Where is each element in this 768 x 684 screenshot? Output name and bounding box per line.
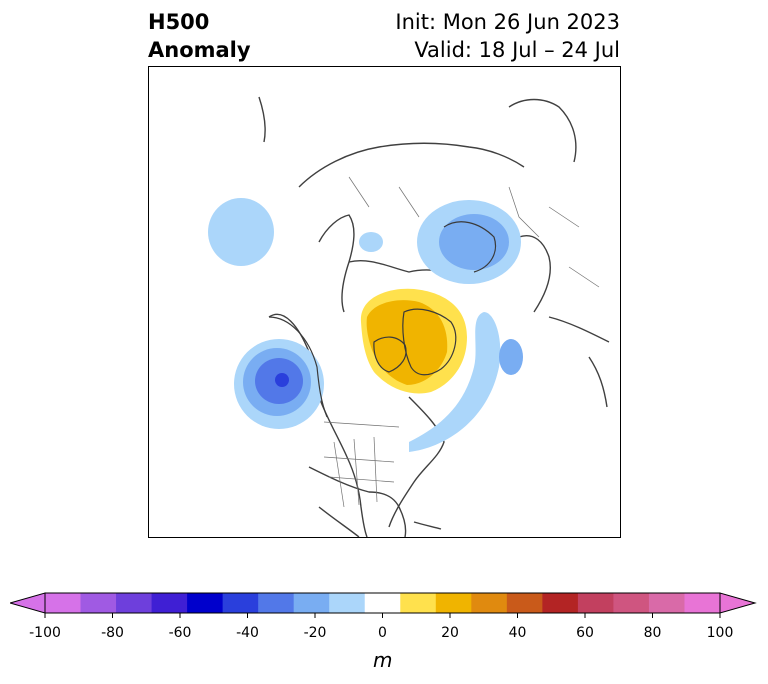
colorbar-cell — [364, 593, 401, 613]
colorbar-cell — [116, 593, 153, 613]
anomaly-contours — [208, 198, 523, 452]
colorbar-cell — [151, 593, 188, 613]
colorbar-cell — [648, 593, 685, 613]
colorbar-cells — [45, 593, 721, 613]
negative-anomaly-siberia-inner — [439, 214, 509, 270]
colorbar-tick-label: 100 — [706, 625, 734, 641]
map-canvas — [208, 96, 610, 537]
colorbar-cell — [222, 593, 259, 613]
colorbar-cell — [542, 593, 579, 613]
valid-range: Valid: 18 Jul – 24 Jul — [414, 38, 620, 62]
colorbar-cell — [80, 593, 117, 613]
colorbar-tick-label: 20 — [441, 625, 459, 641]
colorbar-cell — [471, 593, 508, 613]
negative-anomaly-small — [359, 232, 383, 252]
colorbar-under-arrow — [10, 592, 46, 614]
init-date: Init: Mon 26 Jun 2023 — [395, 10, 620, 34]
negative-anomaly-epac-core — [275, 373, 289, 387]
colorbar-cell — [45, 593, 82, 613]
colorbar-tick-label: -20 — [303, 625, 327, 641]
colorbar-tick-label: -60 — [168, 625, 192, 641]
colorbar-tick-label: -100 — [29, 625, 61, 641]
colorbar-cell — [506, 593, 543, 613]
colorbar-over-arrow — [719, 592, 757, 614]
date-info: Init: Mon 26 Jun 2023 Valid: 18 Jul – 24… — [395, 8, 620, 64]
negative-anomaly-atlantic — [409, 312, 501, 452]
colorbar-cell — [435, 593, 472, 613]
colorbar-cell — [613, 593, 650, 613]
colorbar-cell — [684, 593, 721, 613]
colorbar-tick-label: 60 — [576, 625, 594, 641]
title-line-2: Anomaly — [148, 38, 251, 62]
positive-anomaly-inner — [366, 300, 448, 385]
colorbar-unit-label: m — [373, 648, 393, 672]
colorbar-cell — [258, 593, 295, 613]
colorbar-cell — [293, 593, 330, 613]
colorbar-cell — [400, 593, 437, 613]
colorbar-tick-label: 80 — [643, 625, 662, 641]
colorbar-tick-label: -80 — [101, 625, 124, 641]
colorbar-tick-label: -40 — [236, 625, 259, 641]
colorbar-cell — [329, 593, 366, 613]
map-title: H500 Anomaly — [148, 8, 251, 64]
colorbar-tick-label: 0 — [378, 625, 387, 641]
colorbar-cell — [187, 593, 224, 613]
anomaly-map — [148, 66, 621, 538]
colorbar-cell — [577, 593, 614, 613]
coastlines-overlay — [268, 221, 496, 418]
negative-anomaly-atlantic-inner — [499, 339, 523, 375]
negative-anomaly-pacific — [208, 198, 274, 266]
title-line-1: H500 — [148, 10, 210, 34]
colorbar-tick-label: 40 — [508, 625, 527, 641]
colorbar — [10, 592, 757, 618]
